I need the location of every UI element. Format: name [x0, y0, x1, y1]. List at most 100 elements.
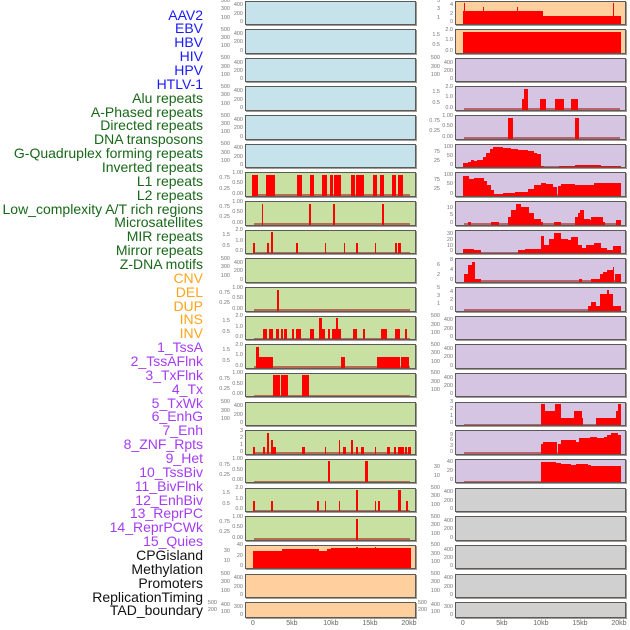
y-tick-label: 4	[449, 266, 453, 273]
y-tick-label: 5	[436, 0, 440, 4]
data-bar	[607, 434, 611, 454]
data-bar	[560, 184, 575, 196]
data-bar	[296, 174, 303, 196]
y-tick-label: 200	[233, 10, 243, 17]
data-bar	[537, 154, 542, 168]
data-bar	[267, 433, 269, 454]
data-bar	[523, 88, 528, 110]
y-tick-label: 0.25	[219, 472, 230, 479]
y-tick-label: 300	[220, 264, 230, 271]
y-tick-label: 0	[449, 190, 453, 197]
data-bar	[595, 418, 617, 426]
data-bar	[292, 328, 294, 340]
data-bar	[281, 375, 289, 397]
y-tick-label: 400	[233, 88, 243, 95]
track-label: G-Quadruplex forming repeats	[13, 145, 203, 162]
y-tick-label: 2	[449, 406, 453, 413]
track-label: EBV	[174, 20, 203, 37]
y-tick-label: 400	[233, 59, 243, 66]
track-label: INV	[179, 325, 203, 342]
y-tick-label: 0	[239, 592, 243, 598]
y-tick-label: 300	[220, 92, 230, 99]
track-label: 9_Het	[165, 450, 203, 467]
y-tick-label: 0.00	[232, 190, 243, 197]
data-bar	[485, 152, 490, 168]
y-tick-label: 1.00	[232, 513, 243, 520]
data-bar	[379, 174, 385, 196]
track-label: 3_TxFlnk	[145, 366, 203, 383]
y-tick-label: 20	[446, 236, 453, 243]
data-bar	[594, 182, 605, 196]
y-tick-label: 100	[443, 143, 453, 150]
y-tick-label: 100	[220, 609, 230, 616]
data-bar	[275, 328, 279, 340]
y-tick-label: 0.0	[235, 334, 243, 341]
data-bar	[573, 411, 582, 426]
y-tick-label: 0	[449, 334, 453, 341]
y-tick-label: 200	[443, 526, 453, 533]
y-tick-label: 100	[220, 43, 230, 50]
y-tick-label: 500	[207, 599, 217, 606]
y-tick-label: 200	[443, 325, 453, 332]
y-tick-label: 200	[443, 354, 453, 361]
y-tick-label: 200	[443, 383, 453, 390]
y-tick-label: 0	[449, 19, 453, 25]
data-bar	[595, 306, 600, 311]
y-tick-label: 0.25	[219, 185, 230, 192]
y-tick-label: 0	[449, 219, 453, 226]
y-tick-label: 0	[449, 362, 453, 369]
track-label: ReplicationTiming	[92, 588, 203, 605]
y-tick-label: 500	[430, 341, 440, 348]
track-panel	[245, 544, 416, 570]
y-tick-label: 0.5	[222, 328, 230, 335]
data-bar	[398, 242, 401, 254]
data-bar	[360, 446, 364, 454]
data-bar	[356, 490, 358, 512]
data-bar	[356, 174, 364, 196]
y-tick-label: 500	[220, 112, 230, 119]
track-panel	[245, 602, 416, 618]
data-bar	[477, 159, 483, 168]
data-bar	[579, 279, 583, 282]
y-tick-label: 500	[430, 313, 440, 320]
data-bar	[463, 3, 465, 24]
data-bar	[398, 490, 401, 512]
track-panel	[455, 573, 626, 598]
y-tick-label: 0.50	[232, 295, 243, 301]
data-bar	[612, 3, 615, 24]
track-label: A-Phased repeats	[90, 103, 203, 120]
data-bar	[510, 209, 517, 225]
y-tick-label: 1.5	[222, 490, 230, 497]
y-tick-label: 0	[449, 305, 453, 312]
data-bar	[398, 174, 403, 196]
data-bar	[381, 203, 385, 225]
y-tick-label: 100	[430, 387, 440, 394]
y-tick-label: 2.0	[235, 341, 243, 348]
data-bar	[343, 242, 346, 254]
data-bar	[392, 174, 396, 196]
data-bar	[560, 463, 571, 483]
data-bar	[338, 440, 341, 454]
y-tick-label: 100	[430, 329, 440, 336]
data-bar	[350, 440, 353, 454]
y-tick-label: 1.00	[232, 284, 243, 291]
track-panel	[455, 172, 626, 197]
data-bar	[474, 279, 481, 282]
data-bar	[602, 221, 606, 225]
y-tick-label: 100	[430, 501, 440, 508]
data-bar	[559, 166, 575, 168]
track-panel	[455, 258, 626, 283]
y-tick-label: 1	[239, 441, 243, 448]
data-bar	[552, 186, 558, 196]
y-tick-label: 400	[443, 517, 453, 524]
data-bar	[541, 461, 556, 483]
track-label: 7_Enh	[162, 422, 203, 439]
y-tick-label: 0.75	[219, 203, 230, 210]
y-tick-label: 1.0	[235, 352, 243, 359]
data-bar	[541, 183, 546, 196]
y-tick-label: 0	[449, 162, 453, 169]
y-tick-label: 100	[220, 415, 230, 422]
y-tick-label: 0	[239, 276, 243, 283]
data-bar	[335, 318, 339, 340]
data-bar	[607, 250, 613, 254]
